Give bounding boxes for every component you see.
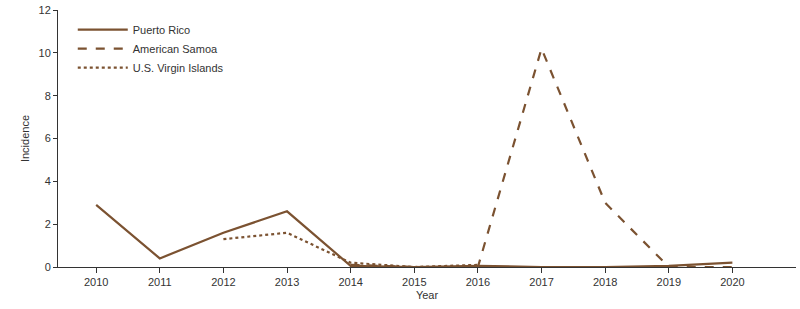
svg-text:0: 0 [45, 261, 51, 273]
svg-text:2013: 2013 [275, 276, 299, 288]
svg-text:6: 6 [45, 132, 51, 144]
svg-text:4: 4 [45, 175, 51, 187]
svg-text:12: 12 [39, 4, 51, 16]
svg-text:2011: 2011 [148, 276, 172, 288]
svg-text:2014: 2014 [338, 276, 362, 288]
svg-text:Year: Year [416, 289, 439, 301]
svg-text:U.S. Virgin Islands: U.S. Virgin Islands [133, 62, 224, 74]
svg-text:2020: 2020 [720, 276, 744, 288]
svg-text:10: 10 [39, 47, 51, 59]
svg-text:2012: 2012 [211, 276, 235, 288]
svg-text:Incidence: Incidence [19, 115, 31, 162]
svg-text:American Samoa: American Samoa [133, 43, 218, 55]
svg-text:2016: 2016 [466, 276, 490, 288]
svg-text:2019: 2019 [657, 276, 681, 288]
svg-text:Puerto Rico: Puerto Rico [133, 24, 190, 36]
svg-text:8: 8 [45, 90, 51, 102]
svg-text:2017: 2017 [529, 276, 553, 288]
svg-text:2: 2 [45, 218, 51, 230]
svg-text:2015: 2015 [402, 276, 426, 288]
svg-text:2010: 2010 [84, 276, 108, 288]
svg-text:2018: 2018 [593, 276, 617, 288]
